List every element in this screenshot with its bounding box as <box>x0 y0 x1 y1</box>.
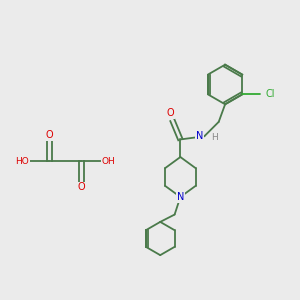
Text: N: N <box>196 131 203 141</box>
Text: H: H <box>212 134 218 142</box>
Text: Cl: Cl <box>265 89 275 99</box>
Text: O: O <box>167 108 175 118</box>
Text: O: O <box>46 130 53 140</box>
Text: O: O <box>77 182 85 192</box>
Text: HO: HO <box>15 157 29 166</box>
Text: OH: OH <box>102 157 115 166</box>
Text: N: N <box>177 192 184 202</box>
